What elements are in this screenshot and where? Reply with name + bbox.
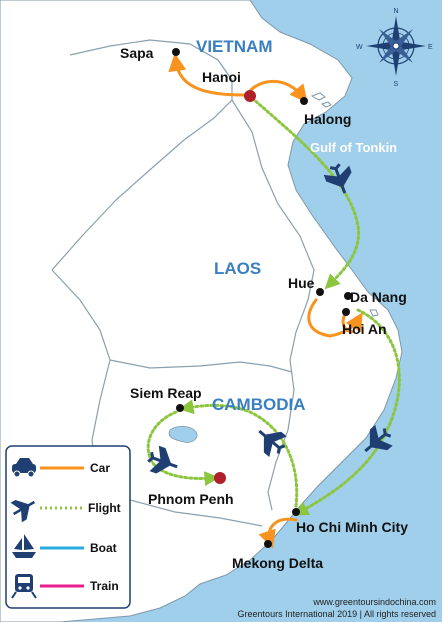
label-da-nang: Da Nang bbox=[350, 289, 407, 305]
tonle-sap-lake bbox=[168, 426, 198, 443]
marker-halong bbox=[300, 97, 308, 105]
marker-hanoi-capital bbox=[244, 90, 256, 102]
label-laos: LAOS bbox=[214, 259, 261, 278]
airplane-icon bbox=[258, 429, 287, 458]
airplane-icon bbox=[10, 499, 36, 523]
border-cambodia-west bbox=[51, 269, 263, 527]
label-siem-reap: Siem Reap bbox=[130, 385, 202, 401]
boat-icon bbox=[12, 534, 36, 558]
label-cambodia: CAMBODIA bbox=[212, 395, 306, 414]
marker-hue bbox=[316, 288, 324, 296]
airplane-icon bbox=[323, 163, 352, 194]
credit-url: www.greentoursindochina.com bbox=[312, 597, 436, 607]
legend: Car Flight Boat Train bbox=[5, 445, 131, 609]
marker-siem-reap bbox=[176, 404, 184, 412]
label-hanoi: Hanoi bbox=[202, 69, 241, 85]
airplane-icon bbox=[364, 424, 393, 453]
label-gulf-of-tonkin: Gulf of Tonkin bbox=[310, 140, 397, 155]
car-icon bbox=[12, 458, 36, 478]
marker-hoi-an bbox=[342, 308, 350, 316]
label-hue: Hue bbox=[288, 275, 315, 291]
flight-routes bbox=[146, 96, 401, 516]
compass-e: E bbox=[428, 44, 433, 51]
train-icon bbox=[11, 574, 37, 599]
label-ho-chi-minh-city: Ho Chi Minh City bbox=[296, 519, 408, 535]
credit-copyright: Greentours International 2019 | All righ… bbox=[238, 609, 436, 619]
compass-rose-icon: N E S W bbox=[356, 8, 433, 88]
label-vietnam: VIETNAM bbox=[196, 37, 273, 56]
island bbox=[369, 309, 379, 317]
label-hoi-an: Hoi An bbox=[342, 321, 387, 337]
legend-train-label: Train bbox=[90, 579, 119, 593]
compass-n: N bbox=[394, 8, 399, 15]
island bbox=[320, 101, 332, 108]
legend-car-label: Car bbox=[90, 461, 110, 475]
border-cambodia-laos bbox=[109, 359, 293, 373]
label-phnom-penh: Phnom Penh bbox=[148, 491, 234, 507]
city-markers bbox=[172, 48, 352, 548]
compass-s: S bbox=[394, 81, 399, 88]
legend-boat-label: Boat bbox=[90, 541, 117, 555]
label-mekong-delta: Mekong Delta bbox=[232, 555, 323, 571]
marker-phnom-penh-capital bbox=[214, 472, 226, 484]
marker-sapa bbox=[172, 48, 180, 56]
label-halong: Halong bbox=[304, 111, 351, 127]
island bbox=[310, 92, 326, 101]
label-sapa: Sapa bbox=[120, 45, 154, 61]
marker-ho-chi-minh bbox=[292, 508, 300, 516]
legend-flight-label: Flight bbox=[88, 501, 121, 515]
compass-w: W bbox=[356, 44, 363, 51]
border-laos-vietnam bbox=[231, 99, 315, 511]
marker-da-nang bbox=[344, 292, 352, 300]
marker-mekong-delta bbox=[264, 540, 272, 548]
airplane-icon bbox=[147, 445, 178, 474]
